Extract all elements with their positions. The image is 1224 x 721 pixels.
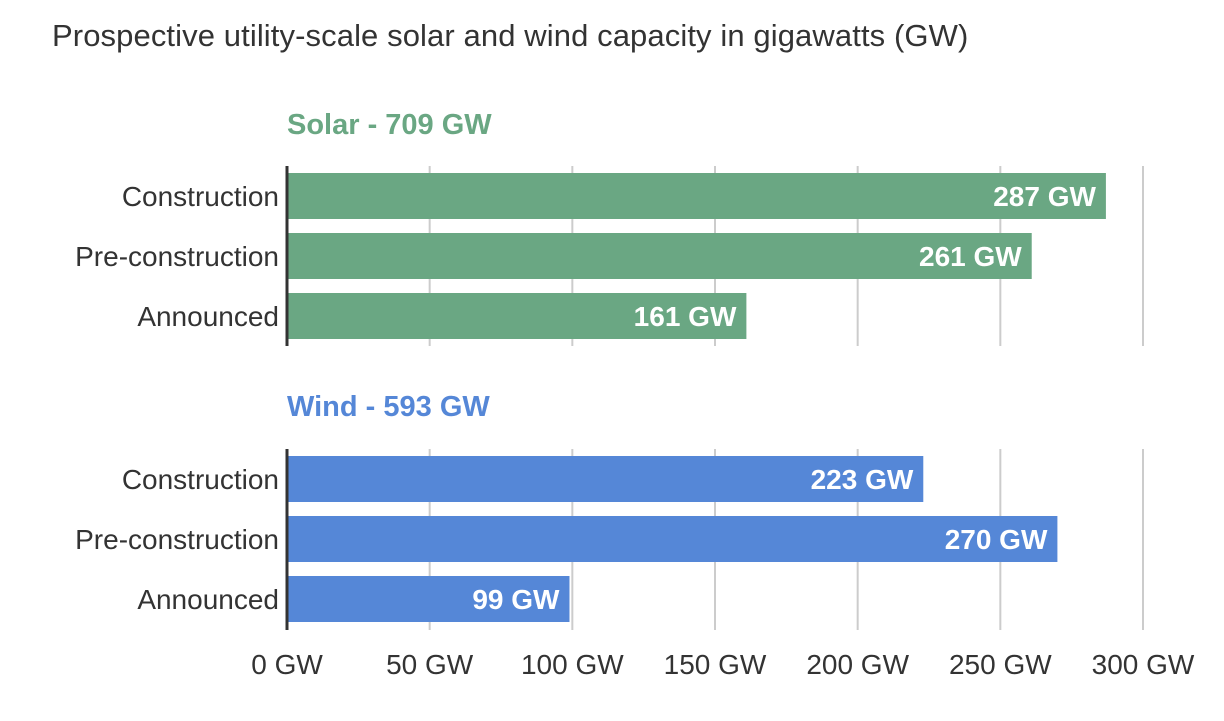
solar-category-label: Construction — [122, 181, 279, 212]
solar-category-label: Announced — [137, 301, 279, 332]
solar-data-label: 287 GW — [993, 181, 1096, 212]
solar-data-label: 161 GW — [634, 301, 737, 332]
solar-bar-construction — [287, 173, 1106, 219]
x-tick-label: 150 GW — [664, 649, 767, 680]
x-tick-label: 0 GW — [251, 649, 323, 680]
wind-category-label: Announced — [137, 584, 279, 615]
solar-data-label: 261 GW — [919, 241, 1022, 272]
wind-bar-announced — [287, 576, 570, 622]
bars — [287, 173, 1106, 622]
wind-data-label: 99 GW — [472, 584, 560, 615]
wind-panel-title: Wind - 593 GW — [287, 391, 490, 423]
wind-category-label: Pre-construction — [75, 524, 279, 555]
x-tick-label: 50 GW — [386, 649, 474, 680]
solar-category-label: Pre-construction — [75, 241, 279, 272]
solar-bar-announced — [287, 293, 747, 339]
solar-panel-title: Solar - 709 GW — [287, 109, 492, 141]
wind-data-label: 270 GW — [945, 524, 1048, 555]
x-tick-label: 300 GW — [1092, 649, 1195, 680]
wind-bar-pre-construction — [287, 516, 1058, 562]
x-tick-label: 100 GW — [521, 649, 624, 680]
wind-category-label: Construction — [122, 464, 279, 495]
wind-bar-construction — [287, 456, 924, 502]
chart-title: Prospective utility-scale solar and wind… — [52, 18, 969, 53]
wind-data-label: 223 GW — [811, 464, 914, 495]
x-tick-label: 250 GW — [949, 649, 1052, 680]
labels: Solar - 709 GW Construction 287 GW Pre-cons… — [75, 109, 1096, 615]
solar-bar-pre-construction — [287, 233, 1032, 279]
x-axis: 0 GW 50 GW 100 GW 150 GW 200 GW 250 GW 300 GW — [251, 166, 1195, 680]
x-tick-label: 200 GW — [806, 649, 909, 680]
